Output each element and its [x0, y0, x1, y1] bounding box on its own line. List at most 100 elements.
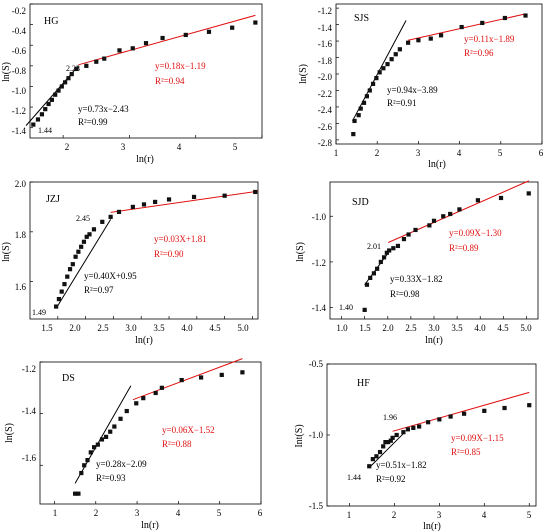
fit-line	[132, 358, 243, 401]
data-point	[406, 232, 411, 237]
panel-title: JZJ	[46, 194, 60, 205]
y-tick-label: -0.2	[12, 6, 26, 16]
data-point	[85, 458, 90, 463]
x-tick-label: 3.5	[153, 323, 165, 333]
fit-r2: R²=0.85	[451, 447, 481, 457]
data-point	[394, 432, 399, 438]
data-point	[219, 372, 224, 378]
x-tick-label: 4.0	[474, 323, 486, 333]
data-point	[457, 207, 462, 212]
data-point	[461, 411, 467, 416]
y-tick-label: -0.5	[309, 359, 324, 369]
data-point	[76, 249, 81, 254]
data-point	[388, 438, 393, 443]
x-tick-label: 4	[482, 510, 487, 520]
data-point	[35, 117, 41, 122]
data-point	[253, 189, 258, 195]
fit-line	[78, 14, 256, 66]
x-axis-label: ln(r)	[135, 335, 153, 346]
data-point	[118, 416, 123, 421]
y-tick-label: 1.6	[15, 282, 27, 292]
data-point	[384, 250, 389, 255]
data-point	[108, 214, 113, 219]
data-point	[91, 227, 97, 232]
x-tick-label: 3.0	[125, 323, 137, 333]
data-point	[370, 81, 376, 86]
fit-equation: y=0.11x−1.89	[464, 34, 515, 44]
fit-equation: y=0.18x−1.19	[155, 61, 206, 71]
data-point	[383, 440, 388, 445]
x-tick-label: 3	[437, 510, 442, 520]
fit-r2: R²=0.98	[390, 289, 420, 299]
annotation: 2.23	[66, 64, 80, 73]
data-point	[46, 101, 51, 107]
fit-r2: R²=0.94	[155, 76, 185, 86]
x-tick-label: 3.0	[428, 323, 440, 333]
y-tick-label: -0.6	[12, 46, 27, 56]
data-point	[53, 92, 58, 97]
x-tick-label: 3	[416, 148, 421, 158]
data-point	[116, 209, 122, 214]
data-point	[374, 454, 379, 459]
data-point	[482, 408, 487, 413]
panel-title: SJS	[354, 13, 369, 24]
x-tick-labels: 1 2 3 4 5 6	[334, 148, 544, 158]
data-point	[39, 112, 45, 117]
x-tick-label: 3	[121, 142, 126, 152]
x-tick-label: 6	[539, 148, 544, 158]
x-tick-label: 4.5	[209, 323, 221, 333]
data-point	[79, 470, 84, 476]
annotation: 1.44	[38, 126, 52, 135]
data-point	[368, 275, 373, 280]
y-tick-label: -1.4	[22, 406, 37, 416]
y-tick-labels: -1.6 -1.4 -1.2	[22, 364, 37, 463]
chart-plot	[330, 180, 531, 319]
annotation: 2.01	[367, 242, 381, 251]
annotation: 1.96	[383, 413, 397, 422]
annotation: 1.44	[347, 473, 361, 482]
x-tick-label: 1	[347, 510, 352, 520]
data-point	[31, 122, 36, 127]
data-point	[130, 46, 135, 51]
data-point	[438, 33, 444, 38]
data-point	[381, 255, 387, 260]
y-axis-label: ln(S)	[1, 242, 12, 262]
plot-frame	[335, 3, 543, 145]
y-axis-label: Int(S)	[294, 424, 305, 447]
data-point	[82, 463, 87, 468]
panel-hf: -1.5 -1.0 -0.5 1 2 3 4 5 ln(r) Int(S) HF…	[294, 359, 537, 532]
x-tick-label: 1	[334, 148, 339, 158]
fit-equation: y=0.06X−1.52	[162, 425, 215, 435]
fit-equation: y=0.73x−2.43	[78, 104, 129, 114]
y-tick-label: -2.2	[318, 89, 332, 99]
x-tick-label: 2.0	[69, 323, 81, 333]
data-point	[401, 430, 406, 435]
data-point	[69, 71, 74, 77]
data-point	[480, 20, 485, 26]
data-point	[87, 232, 92, 237]
panel-title: DS	[62, 373, 75, 384]
x-axis-label: ln(r)	[141, 520, 159, 531]
x-tick-labels: 1.5 2.0 2.5 3.0 3.5 4.0 4.5 5.0	[41, 323, 249, 333]
data-point	[413, 227, 418, 233]
data-point	[103, 434, 109, 439]
data-point	[56, 296, 62, 302]
y-tick-label: -2.8	[318, 138, 333, 148]
x-axis-label: ln(r)	[425, 335, 443, 346]
data-point	[364, 282, 370, 287]
data-point	[84, 234, 89, 239]
y-tick-label: -1.0	[312, 212, 327, 222]
data-point	[362, 307, 367, 312]
x-tick-label: 2.0	[382, 323, 394, 333]
fit-r2: R²=0.92	[376, 474, 406, 484]
data-point	[112, 424, 117, 429]
data-point	[59, 84, 64, 89]
data-point	[356, 113, 361, 118]
data-point	[416, 38, 421, 43]
x-axis-label: ln(r)	[423, 521, 441, 532]
x-tick-label: 4.5	[497, 323, 509, 333]
data-point	[62, 282, 67, 287]
data-point	[166, 197, 172, 202]
data-point	[502, 405, 507, 411]
fit-equation: y=0.33X−1.82	[390, 274, 443, 284]
